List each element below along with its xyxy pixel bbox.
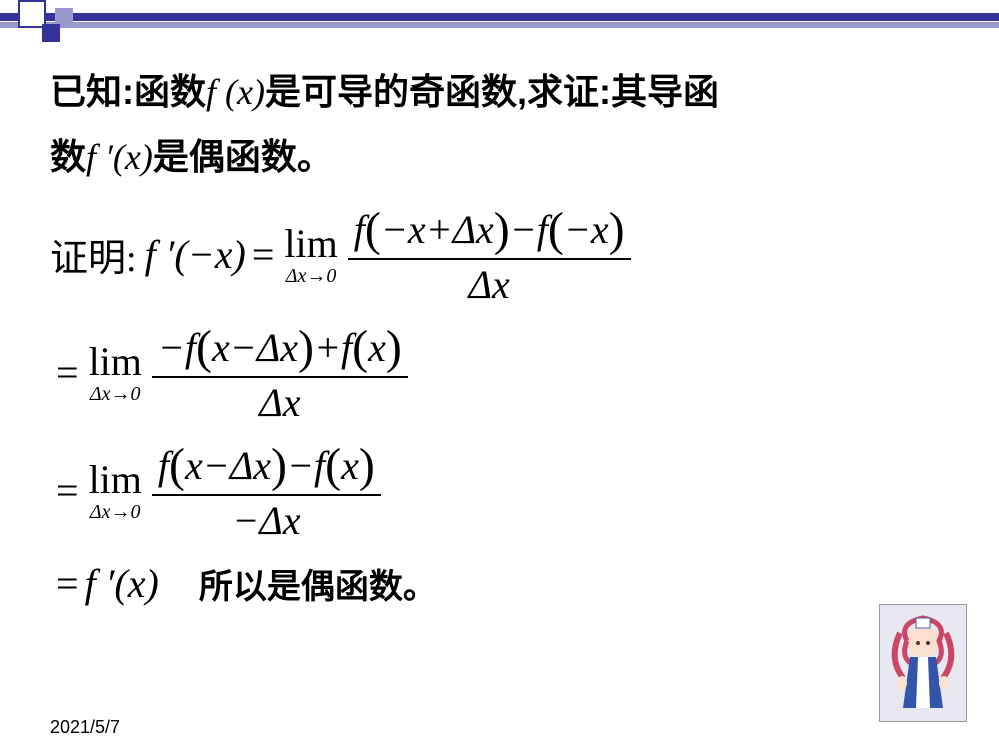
- lim-text-3: lim: [89, 460, 142, 500]
- frac1-den: Δx: [463, 260, 516, 306]
- lim-sub-2: Δx→0: [90, 384, 141, 404]
- lhs-fprime-negx: f ′(−x): [145, 231, 246, 278]
- f2d: x: [368, 325, 386, 370]
- equals-1: =: [252, 231, 275, 278]
- f3a: f: [158, 443, 169, 488]
- lim-text-1: lim: [284, 224, 337, 264]
- math-fx: f (x): [206, 72, 265, 112]
- proof-line-2: = lim Δx→0 −f(x−Δx)+f(x) Δx: [50, 318, 950, 428]
- f3c: −f: [287, 443, 325, 488]
- fraction-2: −f(x−Δx)+f(x) Δx: [152, 321, 408, 423]
- equals-2: =: [56, 349, 79, 396]
- frac2-num: −f(x−Δx)+f(x): [152, 321, 408, 375]
- frac3-num: f(x−Δx)−f(x): [152, 439, 381, 493]
- slide-content: 已知:函数f (x)是可导的奇函数,求证:其导函 数f ′(x)是偶函数。 证明…: [50, 60, 950, 622]
- mascot-image: [879, 604, 967, 722]
- problem-text-3: 数: [50, 136, 86, 177]
- f1a: f: [354, 207, 365, 252]
- limit-3: lim Δx→0: [89, 460, 142, 522]
- math-fpx: f ′(x): [86, 137, 153, 177]
- frac3-den: −Δx: [226, 496, 306, 542]
- mascot-icon: [888, 613, 958, 713]
- f2a: −f: [158, 325, 196, 370]
- lim-text-2: lim: [89, 342, 142, 382]
- f1b: −x+Δx: [381, 207, 494, 252]
- problem-statement: 已知:函数f (x)是可导的奇函数,求证:其导函 数f ′(x)是偶函数。: [50, 60, 950, 190]
- proof-line-3: = lim Δx→0 f(x−Δx)−f(x) −Δx: [50, 436, 950, 546]
- f3d: x: [341, 443, 359, 488]
- fraction-1: f(−x+Δx)−f(−x) Δx: [348, 203, 631, 305]
- problem-text-1: 已知:函数: [50, 71, 206, 112]
- result-fpx: f ′(x): [85, 560, 159, 607]
- f2c: +f: [314, 325, 352, 370]
- header-square-dark: [42, 24, 60, 42]
- problem-text-2: 是可导的奇函数,求证:其导函: [265, 71, 719, 112]
- lim-sub-3: Δx→0: [90, 502, 141, 522]
- f2b: x−Δx: [212, 325, 298, 370]
- frac1-num: f(−x+Δx)−f(−x): [348, 203, 631, 257]
- limit-2: lim Δx→0: [89, 342, 142, 404]
- conclusion-text: 所以是偶函数。: [199, 559, 437, 608]
- f3b: x−Δx: [185, 443, 271, 488]
- equals-3: =: [56, 467, 79, 514]
- header-bar-light: [0, 22, 999, 28]
- lim-sub-1: Δx→0: [286, 266, 337, 286]
- header-bar-dark: [0, 13, 999, 21]
- equals-4: =: [56, 560, 79, 607]
- proof-label: 证明:: [50, 227, 137, 282]
- proof-line-1: 证明: f ′(−x) = lim Δx→0 f(−x+Δx)−f(−x) Δx: [50, 200, 950, 310]
- problem-text-4: 是偶函数。: [153, 136, 333, 177]
- slide-header-decoration: [0, 0, 999, 48]
- limit-1: lim Δx→0: [284, 224, 337, 286]
- frac2-den: Δx: [253, 378, 306, 424]
- fraction-3: f(x−Δx)−f(x) −Δx: [152, 439, 381, 541]
- footer-date: 2021/5/7: [50, 717, 120, 738]
- proof-line-4: = f ′(x) 所以是偶函数。: [50, 554, 950, 614]
- f1c: −f: [510, 207, 548, 252]
- f1d: −x: [564, 207, 609, 252]
- proof-block: 证明: f ′(−x) = lim Δx→0 f(−x+Δx)−f(−x) Δx…: [50, 200, 950, 614]
